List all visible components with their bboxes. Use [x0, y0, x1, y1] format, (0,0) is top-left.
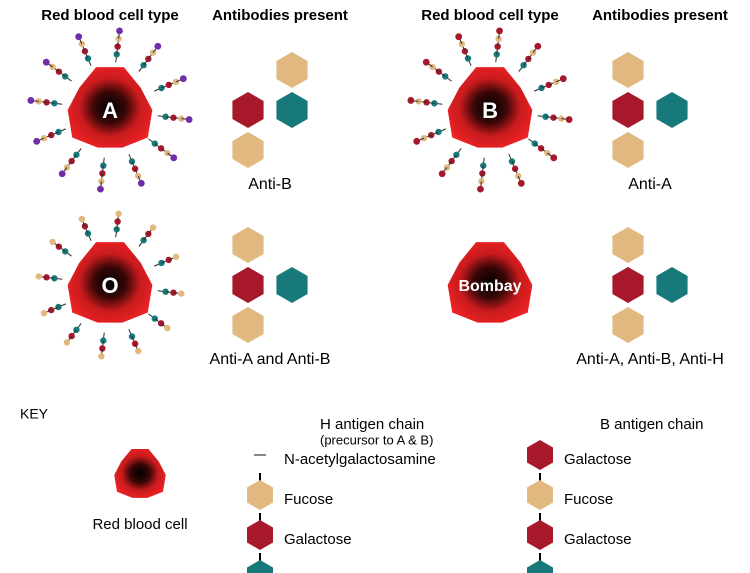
key-chain: H antigen chain(precursor to A & B) N-ace…	[247, 416, 436, 573]
antibody-group	[612, 227, 687, 343]
svg-text:N-acetylgalactosamine: N-acetylgalactosamine	[284, 451, 436, 468]
svg-text:Fucose: Fucose	[284, 491, 333, 508]
diagram-svg: Red blood cell type Antibodies present Red…	[0, 0, 750, 573]
svg-text:Red blood cell: Red blood cell	[92, 516, 187, 533]
svg-text:H antigen chain: H antigen chain	[320, 416, 424, 433]
svg-text:Anti-A and Anti-B: Anti-A and Anti-B	[210, 351, 331, 368]
svg-text:Galactose: Galactose	[564, 451, 632, 468]
svg-text:Red blood cell type: Red blood cell type	[41, 7, 179, 24]
svg-text:B antigen chain: B antigen chain	[600, 416, 703, 433]
cell-label: Bombay	[458, 278, 521, 295]
cell-label: A	[102, 98, 118, 123]
svg-text:(precursor to A & B): (precursor to A & B)	[320, 432, 433, 447]
svg-text:KEY: KEY	[20, 406, 49, 422]
antibody-group	[232, 52, 307, 168]
cell-label: O	[101, 273, 118, 298]
svg-text:Anti-B: Anti-B	[248, 176, 292, 193]
key-rbc	[114, 449, 166, 498]
cell-label: B	[482, 98, 498, 123]
svg-text:Galactose: Galactose	[284, 531, 352, 548]
svg-text:Antibodies present: Antibodies present	[212, 7, 348, 24]
antibody-group	[612, 52, 687, 168]
key-chain: B antigen chainGalactoseFucoseGalactoseN…	[527, 416, 703, 573]
antibody-group	[232, 227, 307, 343]
svg-text:Anti-A, Anti-B, Anti-H: Anti-A, Anti-B, Anti-H	[576, 351, 724, 368]
svg-text:Galactose: Galactose	[564, 531, 632, 548]
svg-text:Anti-A: Anti-A	[628, 176, 672, 193]
svg-text:Antibodies present: Antibodies present	[592, 7, 728, 24]
svg-text:Red blood cell type: Red blood cell type	[421, 7, 559, 24]
svg-text:Fucose: Fucose	[564, 491, 613, 508]
